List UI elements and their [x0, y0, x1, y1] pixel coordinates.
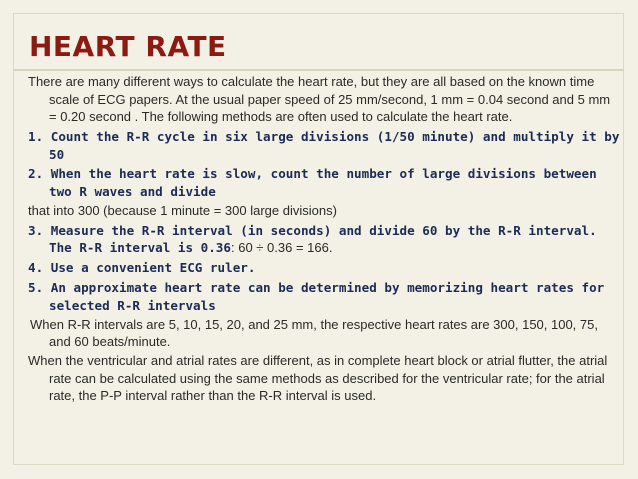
atrial-rate-note: When the ventricular and atrial rates ar…: [28, 353, 608, 404]
method-5: 5. An approximate heart rate can be dete…: [28, 279, 605, 313]
method-3-calculation: : 60 ÷ 0.36 = 166.: [230, 240, 333, 256]
slide-title: HEART RATE: [29, 30, 227, 63]
slide-frame: [13, 13, 624, 465]
method-2-continuation: that into 300 (because 1 minute = 300 la…: [28, 202, 337, 218]
method-5-detail: When R-R intervals are 5, 10, 15, 20, an…: [30, 316, 598, 350]
title-divider: [13, 69, 624, 71]
method-3: 3. Measure the R-R interval (in seconds)…: [28, 222, 620, 258]
slide-body: There are many different ways to calcula…: [28, 73, 620, 407]
method-3-text: 3. Measure the R-R interval (in seconds)…: [28, 222, 597, 256]
method-1: 1. Count the R-R cycle in six large divi…: [28, 128, 620, 162]
method-2: 2. When the heart rate is slow, count th…: [28, 166, 597, 200]
method-4: 4. Use a convenient ECG ruler.: [28, 260, 256, 276]
intro-paragraph: There are many different ways to calcula…: [28, 74, 611, 125]
